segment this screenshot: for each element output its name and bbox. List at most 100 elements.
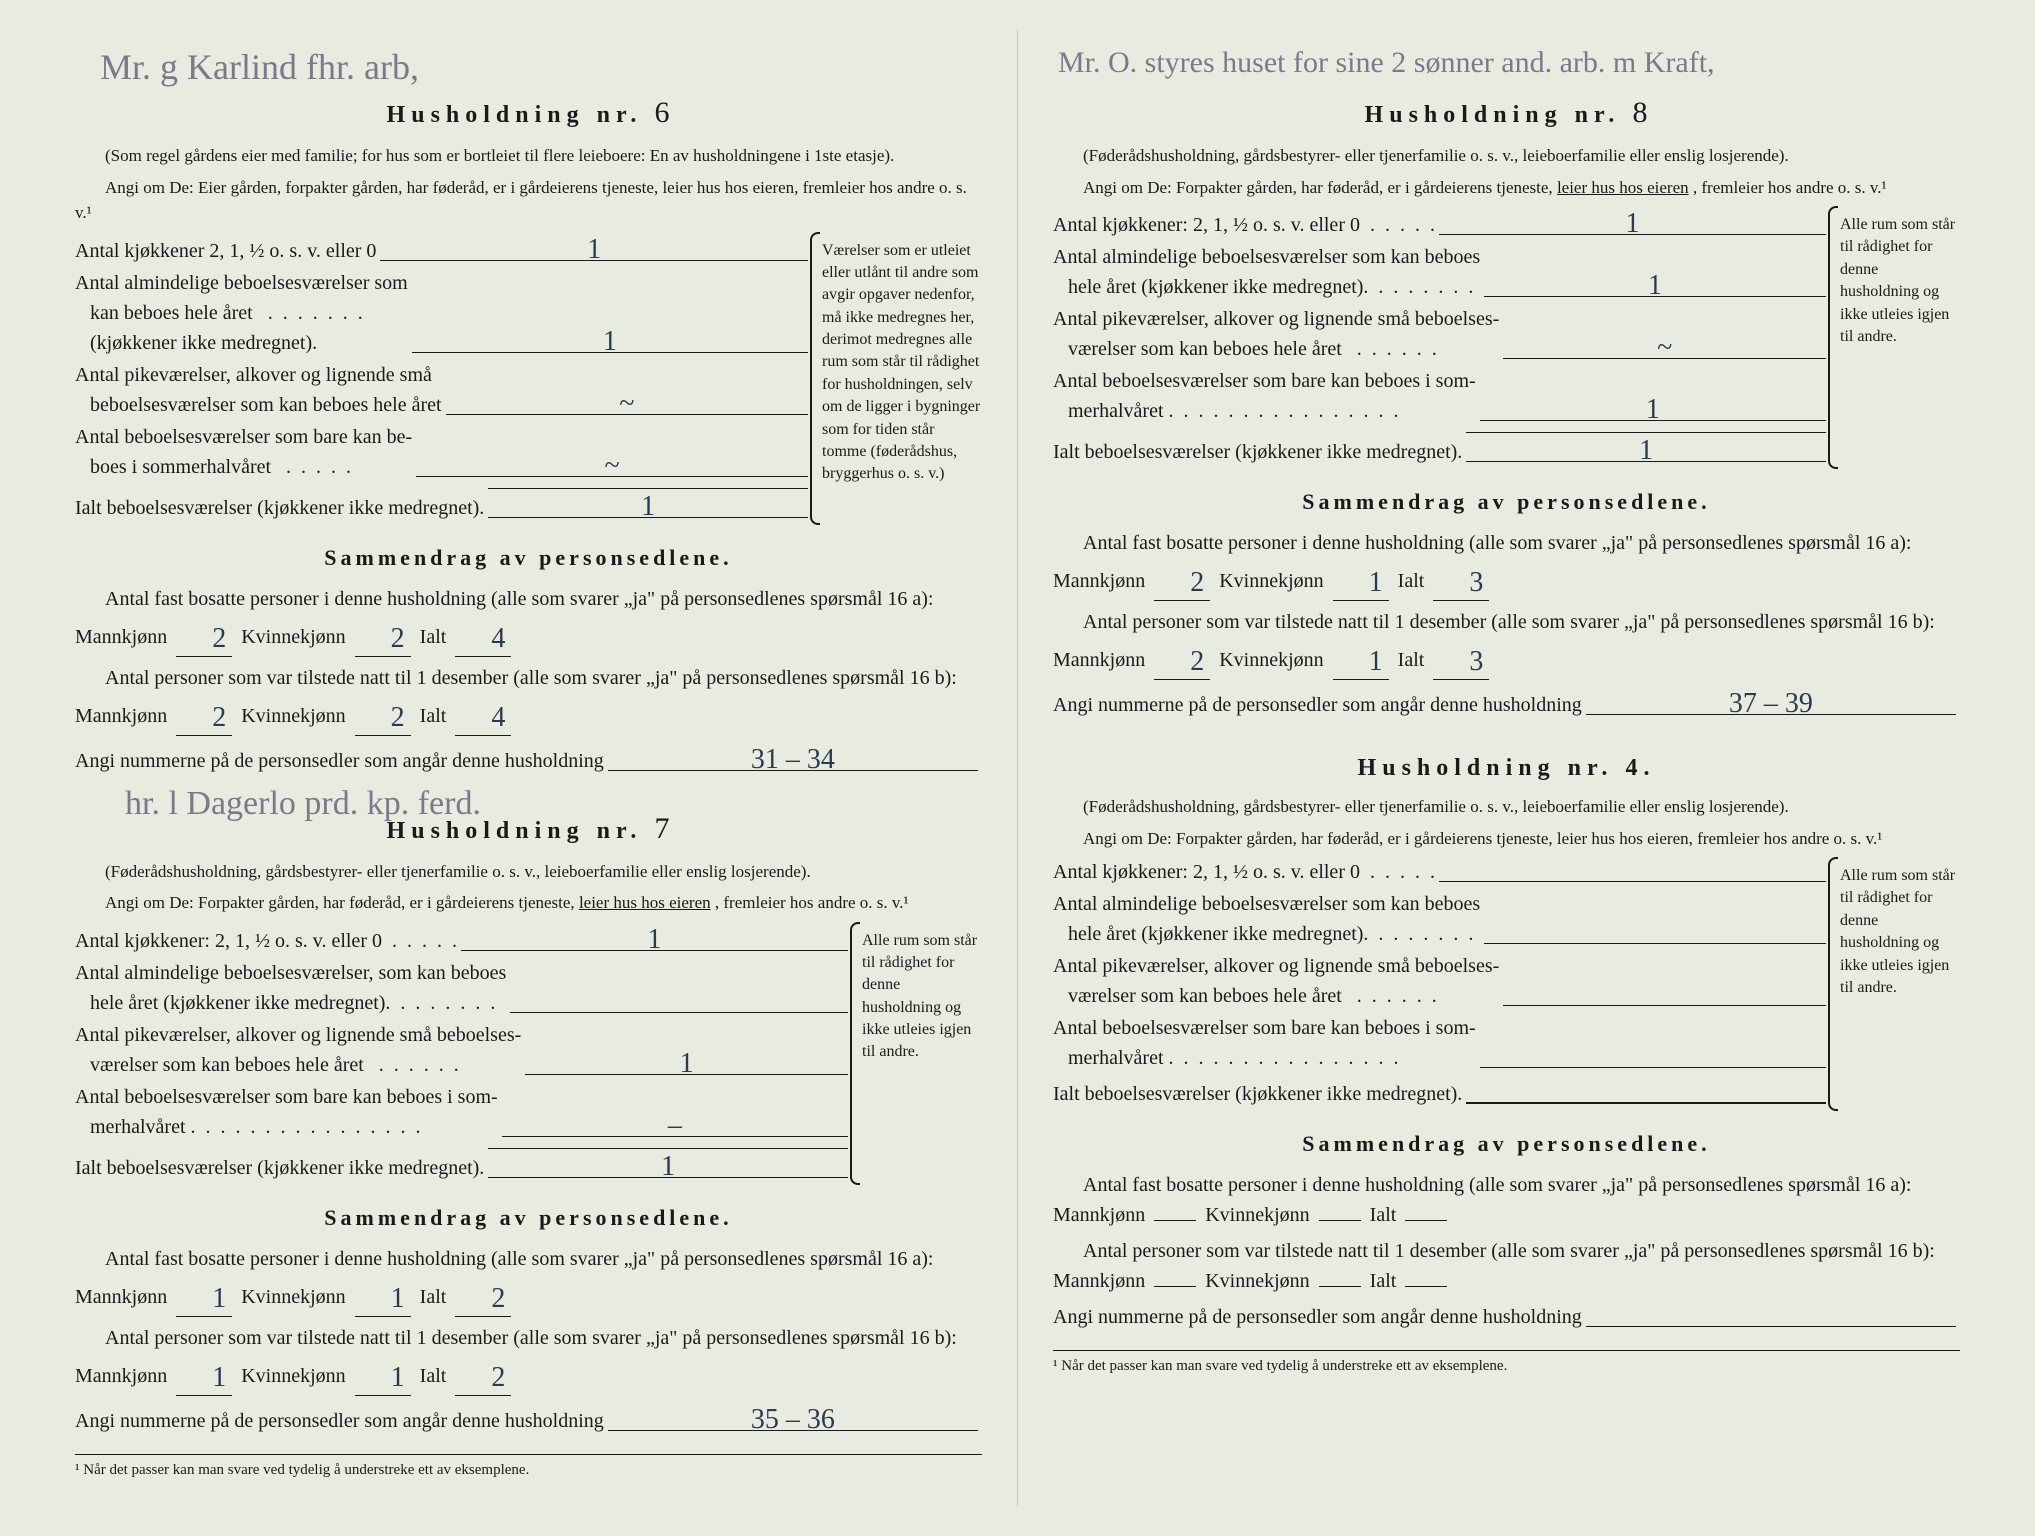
tilstede-line: Antal personer som var tilstede natt til… <box>1053 607 1960 680</box>
mann-value: 2 <box>1190 567 1204 598</box>
intro-note: (Som regel gårdens eier med familie; for… <box>75 143 982 169</box>
row-label: Antal beboelsesværelser som bare kan be-… <box>75 422 412 482</box>
kvinne-label: Kvinnekjønn <box>1219 570 1323 592</box>
ialt-value: 2 <box>491 1362 505 1393</box>
household-title: Husholdning nr. 4. <box>1053 750 1960 786</box>
tilstede-line: Antal personer som var tilstede natt til… <box>75 663 982 736</box>
row-label: Ialt beboelsesværelser (kjøkkener ikke m… <box>1053 1079 1462 1109</box>
title-prefix: Husholdning nr. <box>1365 102 1621 128</box>
mann-value: 2 <box>212 702 226 733</box>
angi-text-1: Angi om De: Forpakter gården, har føderå… <box>1083 178 1557 197</box>
row-sommer: Antal beboelsesværelser som bare kan be-… <box>75 422 812 482</box>
row-label: Antal almindelige beboelsesværelser som … <box>75 268 408 358</box>
row-beboelse-hele: Antal almindelige beboelsesværelser som … <box>1053 242 1830 302</box>
row-sommer: Antal beboelsesværelser som bare kan beb… <box>75 1082 852 1142</box>
row-kjokkener: Antal kjøkkener: 2, 1, ½ o. s. v. eller … <box>1053 206 1830 240</box>
ialt-label: Ialt <box>420 705 447 727</box>
kvinne-label: Kvinnekjønn <box>241 1286 345 1308</box>
household-block-4: Husholdning nr. 4. (Føderådshusholdning,… <box>1053 750 1960 1332</box>
household-number: 7 <box>654 812 670 845</box>
ialt-value: 3 <box>1469 646 1483 677</box>
row-beboelse-hele: Antal almindelige beboelsesværelser som … <box>1053 889 1830 949</box>
kvinne-value: 1 <box>1369 567 1383 598</box>
household-block-8: Husholdning nr. 8 (Føderådshusholdning, … <box>1053 90 1960 720</box>
leier-hus: leier hus hos eieren <box>579 893 711 912</box>
kvinne-label: Kvinnekjønn <box>241 626 345 648</box>
brace-icon <box>810 232 820 525</box>
row-ialt: Ialt beboelsesværelser (kjøkkener ikke m… <box>75 488 812 523</box>
data-rows: Antal kjøkkener 2, 1, ½ o. s. v. eller 0… <box>75 232 812 525</box>
data-rows: Antal kjøkkener: 2, 1, ½ o. s. v. eller … <box>1053 857 1830 1111</box>
kvinne-value: 2 <box>391 623 405 654</box>
ialt-value: 3 <box>1469 567 1483 598</box>
nummer-label: Angi nummerne på de personsedler som ang… <box>1053 690 1582 720</box>
kvinne-value: 1 <box>391 1283 405 1314</box>
kvinne-value: 1 <box>391 1362 405 1393</box>
row-value: 1 <box>661 1151 675 1182</box>
household-title: Husholdning nr. 6 <box>75 90 982 135</box>
row-label: Antal kjøkkener 2, 1, ½ o. s. v. eller 0 <box>75 236 376 266</box>
kvinne-label: Kvinnekjønn <box>1205 1270 1309 1292</box>
side-note-text: Værelser som er utleiet eller utlånt til… <box>822 242 980 483</box>
row-label: Antal kjøkkener: 2, 1, ½ o. s. v. eller … <box>1053 857 1435 887</box>
fast-bosatte-line: Antal fast bosatte personer i denne hush… <box>75 584 982 657</box>
ialt-label: Ialt <box>420 1286 447 1308</box>
kvinne-label: Kvinnekjønn <box>1205 1204 1309 1226</box>
ialt-label: Ialt <box>1398 649 1425 671</box>
nummer-label: Angi nummerne på de personsedler som ang… <box>1053 1302 1582 1332</box>
ialt-value: 2 <box>491 1283 505 1314</box>
footnote-right: ¹ Når det passer kan man svare ved tydel… <box>1053 1350 1960 1378</box>
row-ialt: Ialt beboelsesværelser (kjøkkener ikke m… <box>75 1148 852 1183</box>
row-label: Antal beboelsesværelser som bare kan beb… <box>1053 1013 1476 1073</box>
rows-with-sidenote: Antal kjøkkener 2, 1, ½ o. s. v. eller 0… <box>75 232 982 525</box>
left-page: Mr. g Karlind fhr. arb, Husholdning nr. … <box>40 30 1018 1506</box>
row-ialt: Ialt beboelsesværelser (kjøkkener ikke m… <box>1053 432 1830 467</box>
row-pike: Antal pikeværelser, alkover og lignende … <box>1053 304 1830 364</box>
handwritten-annotation-top-left: Mr. g Karlind fhr. arb, <box>100 40 419 94</box>
kvinne-label: Kvinnekjønn <box>241 1365 345 1387</box>
ialt-label: Ialt <box>420 626 447 648</box>
side-note: Alle rum som står til rådighet for denne… <box>862 922 982 1185</box>
angi-text-2: , fremleier hos andre o. s. v.¹ <box>715 893 909 912</box>
household-block-7: hr. l Dagerlo prd. kp. ferd. Husholdning… <box>75 806 982 1436</box>
row-label: Antal almindelige beboelsesværelser som … <box>1053 889 1480 949</box>
row-label: Antal almindelige beboelsesværelser, som… <box>75 958 506 1018</box>
kvinne-label: Kvinnekjønn <box>1219 649 1323 671</box>
row-label: Antal beboelsesværelser som bare kan beb… <box>75 1082 498 1142</box>
row-value: 1 <box>1639 435 1653 466</box>
angi-om: Angi om De: Forpakter gården, har føderå… <box>1053 826 1960 852</box>
row-pike: Antal pikeværelser, alkover og lignende … <box>1053 951 1830 1011</box>
row-value: 1 <box>1625 208 1639 239</box>
row-label: Antal pikeværelser, alkover og lignende … <box>75 1020 521 1080</box>
row-value: 1 <box>587 234 601 265</box>
title-prefix: Husholdning nr. <box>387 102 643 128</box>
ialt-value: 4 <box>491 623 505 654</box>
row-value: 1 <box>647 924 661 955</box>
fast-bosatte-line: Antal fast bosatte personer i denne hush… <box>1053 528 1960 601</box>
angi-om: Angi om De: Forpakter gården, har føderå… <box>75 890 982 916</box>
side-note-text: Alle rum som står til rådighet for denne… <box>1840 216 1955 345</box>
household-title: Husholdning nr. 8 <box>1053 90 1960 135</box>
leier-hus: leier hus hos eieren <box>1557 178 1689 197</box>
mann-value: 2 <box>212 623 226 654</box>
row-label: Ialt beboelsesværelser (kjøkkener ikke m… <box>75 1153 484 1183</box>
fast-bosatte-text: Antal fast bosatte personer i denne hush… <box>1053 1174 1912 1226</box>
data-rows: Antal kjøkkener: 2, 1, ½ o. s. v. eller … <box>1053 206 1830 469</box>
sammendrag-title: Sammendrag av personsedlene. <box>75 541 982 574</box>
household-number: 8 <box>1632 96 1648 129</box>
intro-note: (Føderådshusholdning, gårdsbestyrer- ell… <box>75 859 982 885</box>
kvinne-value: 1 <box>1369 646 1383 677</box>
fast-bosatte-line: Antal fast bosatte personer i denne hush… <box>75 1244 982 1317</box>
angi-text-1: Angi om De: Forpakter gården, har føderå… <box>105 893 579 912</box>
intro-note: (Føderådshusholdning, gårdsbestyrer- ell… <box>1053 794 1960 820</box>
side-note: Alle rum som står til rådighet for denne… <box>1840 857 1960 1111</box>
title-prefix: Husholdning nr. <box>1358 755 1614 781</box>
nummer-label: Angi nummerne på de personsedler som ang… <box>75 746 604 776</box>
rows-with-sidenote: Antal kjøkkener: 2, 1, ½ o. s. v. eller … <box>1053 857 1960 1111</box>
row-value: ~ <box>619 388 634 419</box>
brace-icon <box>850 922 860 1185</box>
tilstede-line: Antal personer som var tilstede natt til… <box>75 1323 982 1396</box>
ialt-value: 4 <box>491 702 505 733</box>
row-label: Antal beboelsesværelser som bare kan beb… <box>1053 366 1476 426</box>
data-rows: Antal kjøkkener: 2, 1, ½ o. s. v. eller … <box>75 922 852 1185</box>
